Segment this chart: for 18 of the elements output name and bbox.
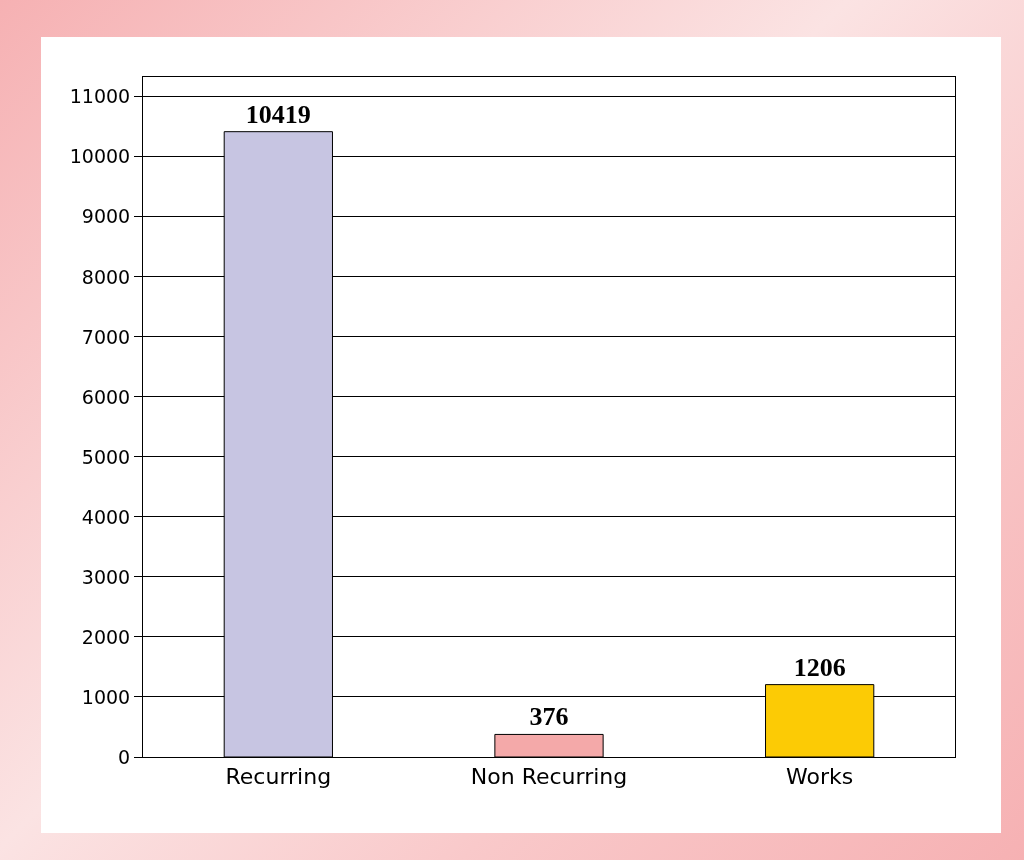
y-tick-label: 1000	[81, 685, 131, 708]
data-label: 1206	[793, 652, 846, 682]
y-tick-label: 10000	[69, 145, 131, 168]
y-tick-label: 9000	[81, 205, 131, 228]
y-tick-label: 3000	[81, 565, 131, 588]
x-tick-label: Recurring	[225, 764, 332, 790]
y-tick-label: 2000	[81, 625, 131, 648]
y-tick-label: 6000	[81, 385, 131, 408]
data-label: 10419	[245, 99, 311, 129]
x-tick-label: Non Recurring	[470, 764, 628, 790]
y-tick-label: 5000	[81, 445, 131, 468]
x-tick-label: Works	[786, 764, 854, 790]
y-tick-label: 11000	[69, 85, 131, 108]
y-tick-label: 0	[118, 745, 131, 768]
y-tick-label: 7000	[81, 325, 131, 348]
data-label: 376	[529, 702, 569, 732]
y-tick-label: 4000	[81, 505, 131, 528]
y-tick-label: 8000	[81, 265, 131, 288]
